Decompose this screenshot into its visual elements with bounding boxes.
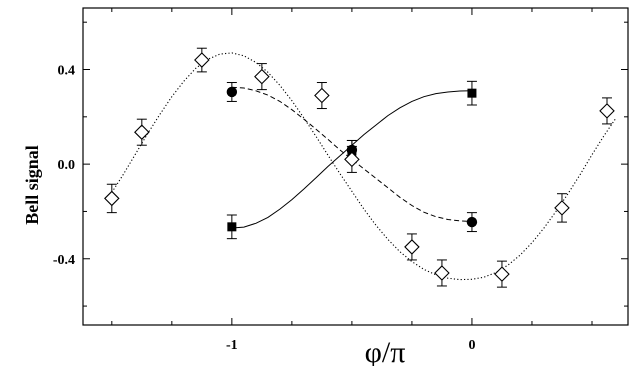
data-point-diamond <box>599 103 615 119</box>
fit-curve-circle <box>231 86 472 222</box>
x-axis-title: φ/π <box>365 336 406 366</box>
y-tick-label: 0.4 <box>58 64 76 79</box>
plot-frame <box>82 7 629 326</box>
data-point-circle <box>466 216 478 228</box>
data-point-circle <box>346 144 358 156</box>
data-point-diamond <box>344 151 360 168</box>
y-tick-label: 0.0 <box>58 158 76 173</box>
data-point-diamond <box>314 87 330 104</box>
data-point-diamond <box>554 200 570 216</box>
data-point-square <box>467 88 477 98</box>
data-point-diamond <box>404 239 420 255</box>
data-point-diamond <box>134 124 150 140</box>
data-point-diamond <box>194 52 210 68</box>
y-tick-label: -0.4 <box>53 253 75 268</box>
data-point-diamond <box>494 266 510 282</box>
x-tick-label: -1 <box>226 338 238 353</box>
fit-curve-diamond <box>111 52 617 281</box>
data-point-square <box>227 222 237 232</box>
data-point-circle <box>226 86 238 98</box>
data-point-diamond <box>104 190 120 207</box>
y-axis-title: Bell signal <box>22 145 42 225</box>
x-tick-label: 0 <box>468 338 475 353</box>
data-point-diamond <box>254 68 270 85</box>
data-point-diamond <box>434 265 450 281</box>
